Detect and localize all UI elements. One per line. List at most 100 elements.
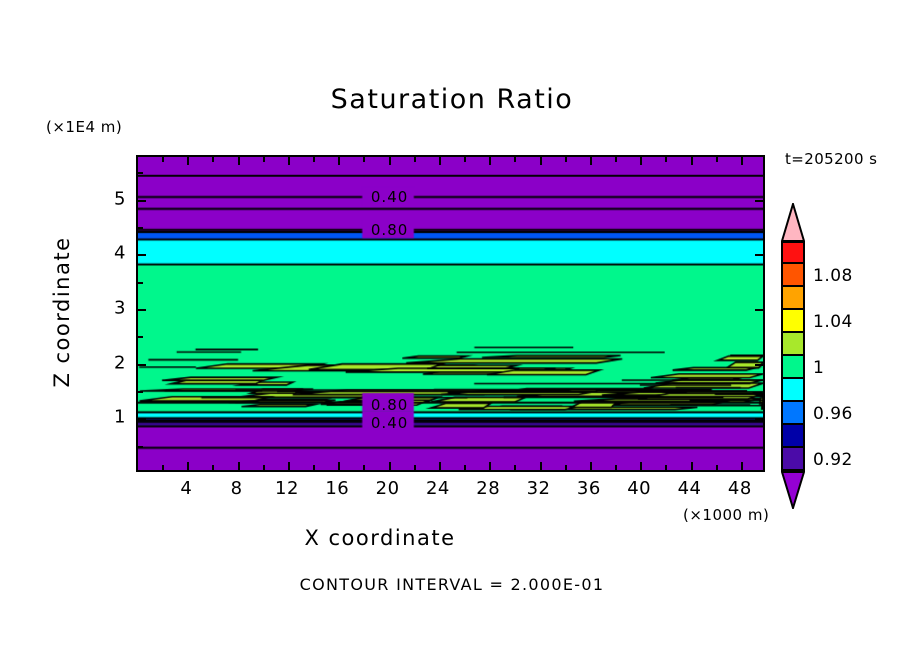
x-tick-top bbox=[287, 157, 290, 165]
colorbar-top-cap bbox=[780, 200, 806, 242]
y-minor-tick bbox=[138, 227, 143, 230]
x-minor-tick-top bbox=[212, 157, 215, 162]
colorbar-label: 0.92 bbox=[813, 449, 853, 470]
x-minor-tick bbox=[665, 465, 668, 470]
contour-label: 0.40 bbox=[370, 414, 409, 433]
x-tick-top bbox=[187, 157, 190, 165]
x-minor-tick-top bbox=[615, 157, 618, 162]
x-minor-tick bbox=[313, 465, 316, 470]
x-tick-label: 32 bbox=[526, 478, 551, 499]
x-tick bbox=[690, 462, 693, 470]
colorbar-label: 1.04 bbox=[813, 311, 853, 332]
contour-label: 0.80 bbox=[370, 221, 409, 240]
contour-plot-panel: 0.40 0.80 0.80 0.40 bbox=[136, 155, 765, 472]
x-tick-top bbox=[388, 157, 391, 165]
x-minor-tick bbox=[615, 465, 618, 470]
colorbar-label: 1.08 bbox=[813, 265, 853, 286]
y-tick-label: 5 bbox=[114, 188, 126, 210]
x-minor-tick-top bbox=[715, 157, 718, 162]
y-tick bbox=[138, 199, 146, 202]
x-tick-top bbox=[438, 157, 441, 165]
x-minor-tick-top bbox=[313, 157, 316, 162]
y-axis-units: (×1E4 m) bbox=[46, 118, 123, 136]
x-axis-units: (×1000 m) bbox=[683, 506, 770, 524]
x-tick-label: 40 bbox=[627, 478, 652, 499]
x-tick-top bbox=[740, 157, 743, 165]
x-minor-tick bbox=[413, 465, 416, 470]
y-minor-tick bbox=[138, 391, 143, 394]
y-tick-label: 3 bbox=[114, 297, 126, 319]
x-minor-tick-top bbox=[514, 157, 517, 162]
y-tick-right bbox=[755, 199, 763, 202]
colorbar-label: 0.96 bbox=[813, 403, 853, 424]
x-tick-top bbox=[489, 157, 492, 165]
x-tick-label: 12 bbox=[275, 478, 299, 499]
x-tick-label: 44 bbox=[677, 478, 702, 499]
y-tick bbox=[138, 309, 146, 312]
colorbar-bottom-cap bbox=[780, 471, 806, 512]
x-axis-label: X coordinate bbox=[304, 526, 456, 550]
x-tick-top bbox=[640, 157, 643, 165]
y-axis-label: Z coordinate bbox=[50, 236, 74, 388]
time-annotation: t=205200 s bbox=[785, 150, 878, 168]
x-tick bbox=[489, 462, 492, 470]
colorbar-label: 1 bbox=[813, 357, 825, 378]
x-minor-tick bbox=[464, 465, 467, 470]
x-minor-tick-top bbox=[262, 157, 265, 162]
x-tick bbox=[640, 462, 643, 470]
colorbar-segment-yellow bbox=[781, 310, 805, 333]
x-minor-tick-top bbox=[564, 157, 567, 162]
colorbar-segment-orange bbox=[781, 287, 805, 310]
x-minor-tick bbox=[514, 465, 517, 470]
y-minor-tick bbox=[138, 281, 143, 284]
y-tick-right bbox=[755, 254, 763, 257]
colorbar-segment-blue bbox=[781, 402, 805, 425]
y-tick-right bbox=[755, 309, 763, 312]
contour-label: 0.80 bbox=[370, 396, 409, 415]
colorbar-segment-spring-green bbox=[781, 356, 805, 379]
x-minor-tick-top bbox=[413, 157, 416, 162]
x-tick bbox=[740, 462, 743, 470]
contour-field-canvas bbox=[138, 157, 763, 470]
y-minor-tick bbox=[138, 172, 143, 175]
x-tick bbox=[388, 462, 391, 470]
x-tick bbox=[287, 462, 290, 470]
x-tick bbox=[589, 462, 592, 470]
colorbar-segment-violet bbox=[781, 448, 805, 471]
colorbar-segment-navy bbox=[781, 425, 805, 448]
y-minor-tick bbox=[138, 445, 143, 448]
y-tick-label: 1 bbox=[114, 406, 126, 428]
x-tick-top bbox=[690, 157, 693, 165]
x-tick-label: 8 bbox=[230, 478, 243, 499]
x-minor-tick bbox=[262, 465, 265, 470]
x-tick-label: 20 bbox=[375, 478, 400, 499]
x-tick-top bbox=[237, 157, 240, 165]
x-tick-label: 36 bbox=[576, 478, 601, 499]
x-tick-label: 28 bbox=[476, 478, 501, 499]
colorbar-segment-yellow-green bbox=[781, 333, 805, 356]
x-minor-tick-top bbox=[363, 157, 366, 162]
page-title: Saturation Ratio bbox=[330, 84, 574, 115]
colorbar: 1.08 1.04 1 0.96 0.92 bbox=[780, 200, 852, 512]
x-minor-tick-top bbox=[665, 157, 668, 162]
y-minor-tick bbox=[138, 336, 143, 339]
x-tick-label: 4 bbox=[180, 478, 193, 499]
y-tick bbox=[138, 418, 146, 421]
x-tick-top bbox=[539, 157, 542, 165]
x-tick-label: 48 bbox=[727, 478, 752, 499]
colorbar-segment-cyan bbox=[781, 379, 805, 402]
x-tick bbox=[187, 462, 190, 470]
x-minor-tick-top bbox=[464, 157, 467, 162]
x-minor-tick bbox=[212, 465, 215, 470]
y-tick-right bbox=[755, 363, 763, 366]
colorbar-segment-orange-red bbox=[781, 264, 805, 287]
x-tick bbox=[438, 462, 441, 470]
x-tick-label: 16 bbox=[325, 478, 350, 499]
x-tick-top bbox=[589, 157, 592, 165]
colorbar-segment-red bbox=[781, 241, 805, 264]
y-tick-right bbox=[755, 418, 763, 421]
y-tick bbox=[138, 363, 146, 366]
y-tick-label: 2 bbox=[114, 352, 126, 374]
x-minor-tick bbox=[564, 465, 567, 470]
contour-label: 0.40 bbox=[370, 187, 409, 206]
